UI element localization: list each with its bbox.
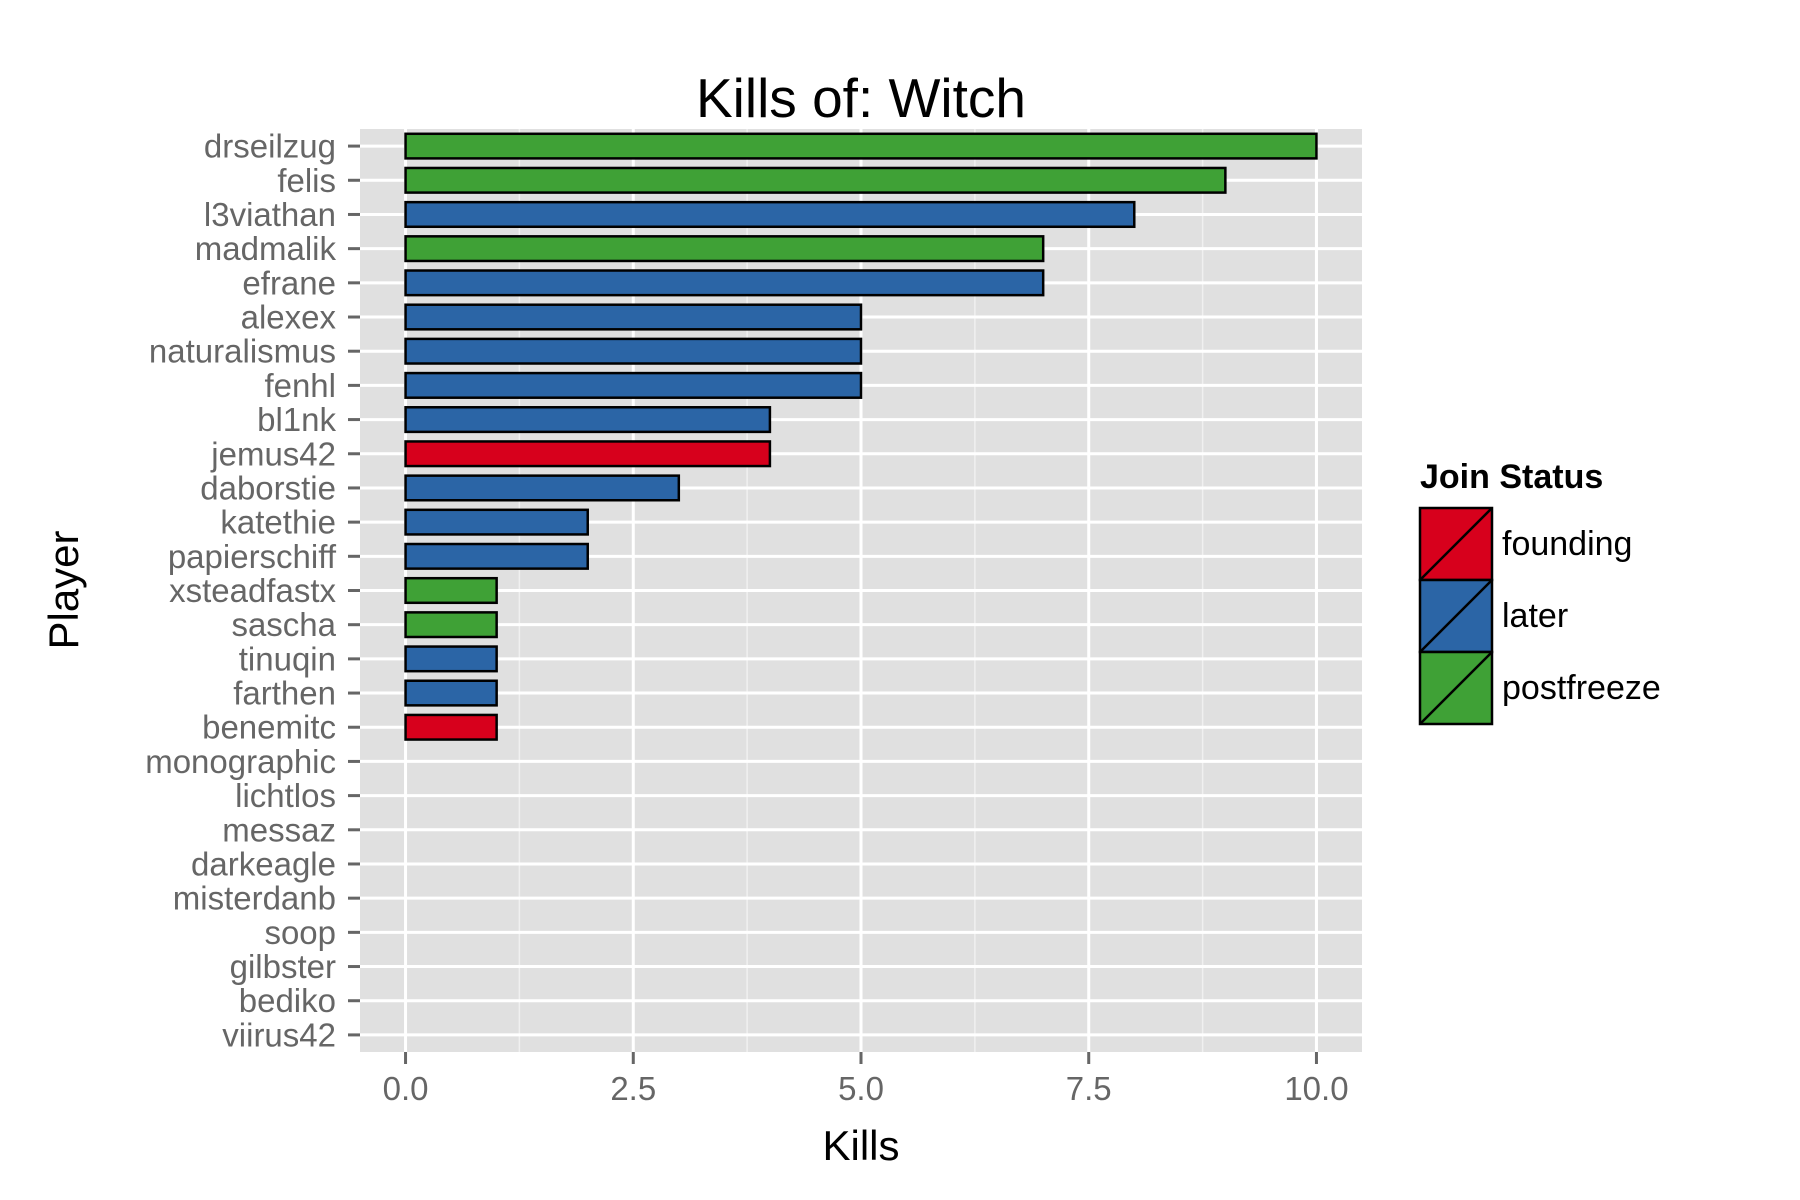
y-tick-label: papierschiff <box>168 538 337 575</box>
x-tick-label: 2.5 <box>610 1070 656 1107</box>
bar-felis <box>404 166 1227 194</box>
x-tick-label: 7.5 <box>1066 1070 1112 1107</box>
bar-papierschiff <box>404 542 589 570</box>
x-tick-label: 5.0 <box>838 1070 884 1107</box>
y-tick-label: darkeagle <box>191 845 336 882</box>
y-tick-label: xsteadfastx <box>169 572 336 609</box>
bar-jemus42 <box>404 440 772 468</box>
bar-l3viathan <box>404 200 1136 229</box>
y-tick-label: naturalismus <box>149 333 336 370</box>
y-tick-label: katethie <box>220 504 336 541</box>
bar-katethie <box>404 508 589 536</box>
y-tick-label: daborstie <box>200 469 336 506</box>
y-tick-label: soop <box>264 914 336 951</box>
y-tick-label: l3viathan <box>204 196 336 233</box>
y-tick-label: viirus42 <box>222 1016 336 1053</box>
bar-madmalik <box>404 235 1045 263</box>
y-axis-title: Player <box>40 530 87 649</box>
chart-title: Kills of: Witch <box>696 67 1026 129</box>
legend-label-founding: founding <box>1502 525 1632 563</box>
bar-fenhl <box>404 371 863 399</box>
legend-label-postfreeze: postfreeze <box>1502 669 1661 707</box>
y-tick-label: efrane <box>242 264 336 301</box>
x-axis: 0.0 2.5 5.0 7.5 10.0 <box>383 1052 1349 1107</box>
legend-title: Join Status <box>1420 458 1603 496</box>
legend-key-slash <box>1419 579 1493 653</box>
y-tick-label: monographic <box>145 743 336 780</box>
y-tick-label: jemus42 <box>210 435 336 472</box>
x-axis-title: Kills <box>822 1122 899 1169</box>
bar-sascha <box>404 611 498 639</box>
x-tick-label: 0.0 <box>383 1070 429 1107</box>
y-tick-label: felis <box>277 162 336 199</box>
y-tick-label: benemitc <box>202 709 336 746</box>
y-tick-label: drseilzug <box>204 128 336 165</box>
bar-alexex <box>404 303 863 331</box>
bar-farthen <box>404 679 498 707</box>
bar-daborstie <box>404 474 681 502</box>
bar-xsteadfastx <box>404 576 498 605</box>
legend-key-slash <box>1419 651 1493 725</box>
legend: Join Status founding later postfreeze <box>1418 458 1661 726</box>
y-tick-label: fenhl <box>264 367 336 404</box>
y-tick-label: bediko <box>239 982 336 1019</box>
y-tick-label: messaz <box>222 811 336 848</box>
x-tick-label: 10.0 <box>1284 1070 1348 1107</box>
bar-naturalismus <box>404 337 863 365</box>
y-tick-label: lichtlos <box>235 777 336 814</box>
legend-label-later: later <box>1502 597 1568 635</box>
y-axis: drseilzugfelisl3viathanmadmalikefraneale… <box>145 128 360 1053</box>
bar-drseilzug <box>404 132 1318 160</box>
y-tick-label: madmalik <box>195 230 337 267</box>
y-tick-label: farthen <box>233 675 336 712</box>
y-tick-label: tinuqin <box>239 640 336 677</box>
y-tick-label: bl1nk <box>257 401 336 438</box>
y-tick-label: alexex <box>241 299 337 336</box>
y-tick-label: gilbster <box>230 948 336 985</box>
bar-efrane <box>404 269 1045 297</box>
legend-key-slash <box>1419 507 1493 581</box>
y-tick-label: sascha <box>231 606 336 643</box>
bar-tinuqin <box>404 645 498 673</box>
bar-bl1nk <box>404 406 772 434</box>
bars <box>404 132 1318 741</box>
y-tick-label: misterdanb <box>173 880 336 917</box>
bar-benemitc <box>404 713 498 741</box>
